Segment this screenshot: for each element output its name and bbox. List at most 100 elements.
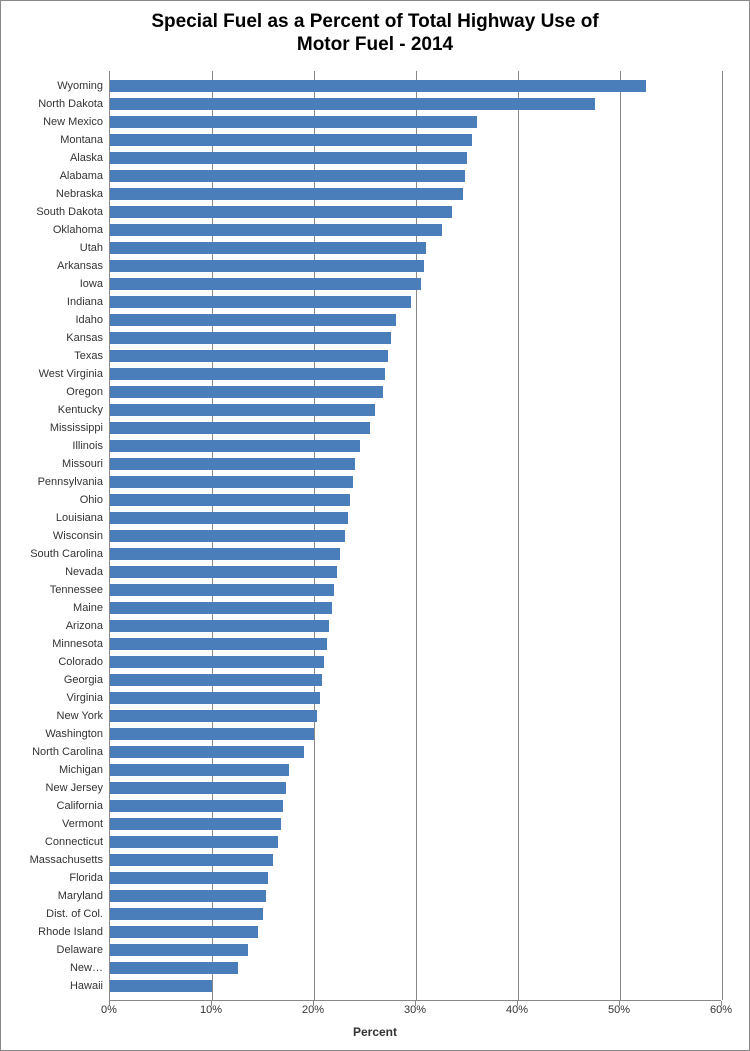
bar [110,494,350,506]
bar [110,890,266,902]
bar [110,728,314,740]
bar-row [110,944,248,956]
bar [110,908,263,920]
bar-row [110,638,327,650]
bar [110,440,360,452]
bar-row [110,548,340,560]
bar [110,674,322,686]
bar-row [110,620,329,632]
bar-row [110,332,391,344]
y-axis-label: New… [3,963,103,974]
y-axis-label: Alabama [3,171,103,182]
bar-row [110,512,348,524]
y-axis-label: New York [3,711,103,722]
y-axis-label: Virginia [3,693,103,704]
bar-row [110,98,595,110]
y-axis-label: California [3,801,103,812]
x-axis-title: Percent [1,1025,749,1039]
y-axis-label: Rhode Island [3,927,103,938]
y-axis-label: Delaware [3,945,103,956]
bar [110,476,353,488]
bar-row [110,278,421,290]
y-axis-label: Colorado [3,657,103,668]
x-tick-label: 0% [101,1004,117,1016]
bar [110,638,327,650]
bar-row [110,710,317,722]
bar-row [110,458,355,470]
bar [110,836,278,848]
bar-row [110,188,463,200]
x-tick-label: 10% [200,1004,222,1016]
bar-row [110,800,283,812]
y-axis-label: Michigan [3,765,103,776]
bar [110,854,273,866]
y-axis-label: Idaho [3,315,103,326]
bar [110,80,646,92]
y-axis-label: Hawaii [3,981,103,992]
bar-row [110,728,314,740]
y-axis-label: New Mexico [3,117,103,128]
bar-row [110,152,467,164]
bar [110,386,383,398]
bar-row [110,404,375,416]
x-tick-label: 50% [608,1004,630,1016]
bar [110,872,268,884]
chart-title: Special Fuel as a Percent of Total Highw… [1,1,749,63]
y-axis-label: West Virginia [3,369,103,380]
y-axis-label: Indiana [3,297,103,308]
bar [110,800,283,812]
bar-row [110,350,388,362]
bar [110,818,281,830]
bar [110,278,421,290]
y-axis-label: Minnesota [3,639,103,650]
x-tick-label: 20% [302,1004,324,1016]
bar-row [110,314,396,326]
bar-row [110,368,385,380]
y-axis-label: Montana [3,135,103,146]
y-axis-label: Wyoming [3,81,103,92]
bar [110,764,289,776]
bar-row [110,440,360,452]
y-axis-label: Connecticut [3,837,103,848]
bar [110,98,595,110]
bar [110,962,238,974]
x-tick-label: 60% [710,1004,732,1016]
bar-row [110,206,452,218]
bar [110,530,345,542]
y-axis-label: Oklahoma [3,225,103,236]
bar [110,458,355,470]
y-axis-label: Oregon [3,387,103,398]
y-axis-label: Tennessee [3,585,103,596]
y-axis-label: North Dakota [3,99,103,110]
bar [110,602,332,614]
y-axis-label: Mississippi [3,423,103,434]
bar-row [110,980,212,992]
bar [110,224,442,236]
bar-row [110,170,465,182]
chart-title-line2: Motor Fuel - 2014 [41,34,709,57]
bar [110,134,472,146]
bar-row [110,260,424,272]
bar [110,260,424,272]
bar-row [110,908,263,920]
bar-row [110,530,345,542]
bar-row [110,116,477,128]
y-axis-label: Vermont [3,819,103,830]
bar-row [110,134,472,146]
y-axis-label: North Carolina [3,747,103,758]
y-axis-label: New Jersey [3,783,103,794]
y-axis-label: Pennsylvania [3,477,103,488]
bar-row [110,872,268,884]
bar-row [110,566,337,578]
gridline [722,71,723,1000]
y-axis-label: Iowa [3,279,103,290]
bar [110,332,391,344]
y-axis-label: Arizona [3,621,103,632]
bar-row [110,962,238,974]
bar-row [110,584,334,596]
y-axis-label: South Carolina [3,549,103,560]
bar-row [110,818,281,830]
bar-row [110,926,258,938]
bar-row [110,296,411,308]
y-axis-label: Maryland [3,891,103,902]
